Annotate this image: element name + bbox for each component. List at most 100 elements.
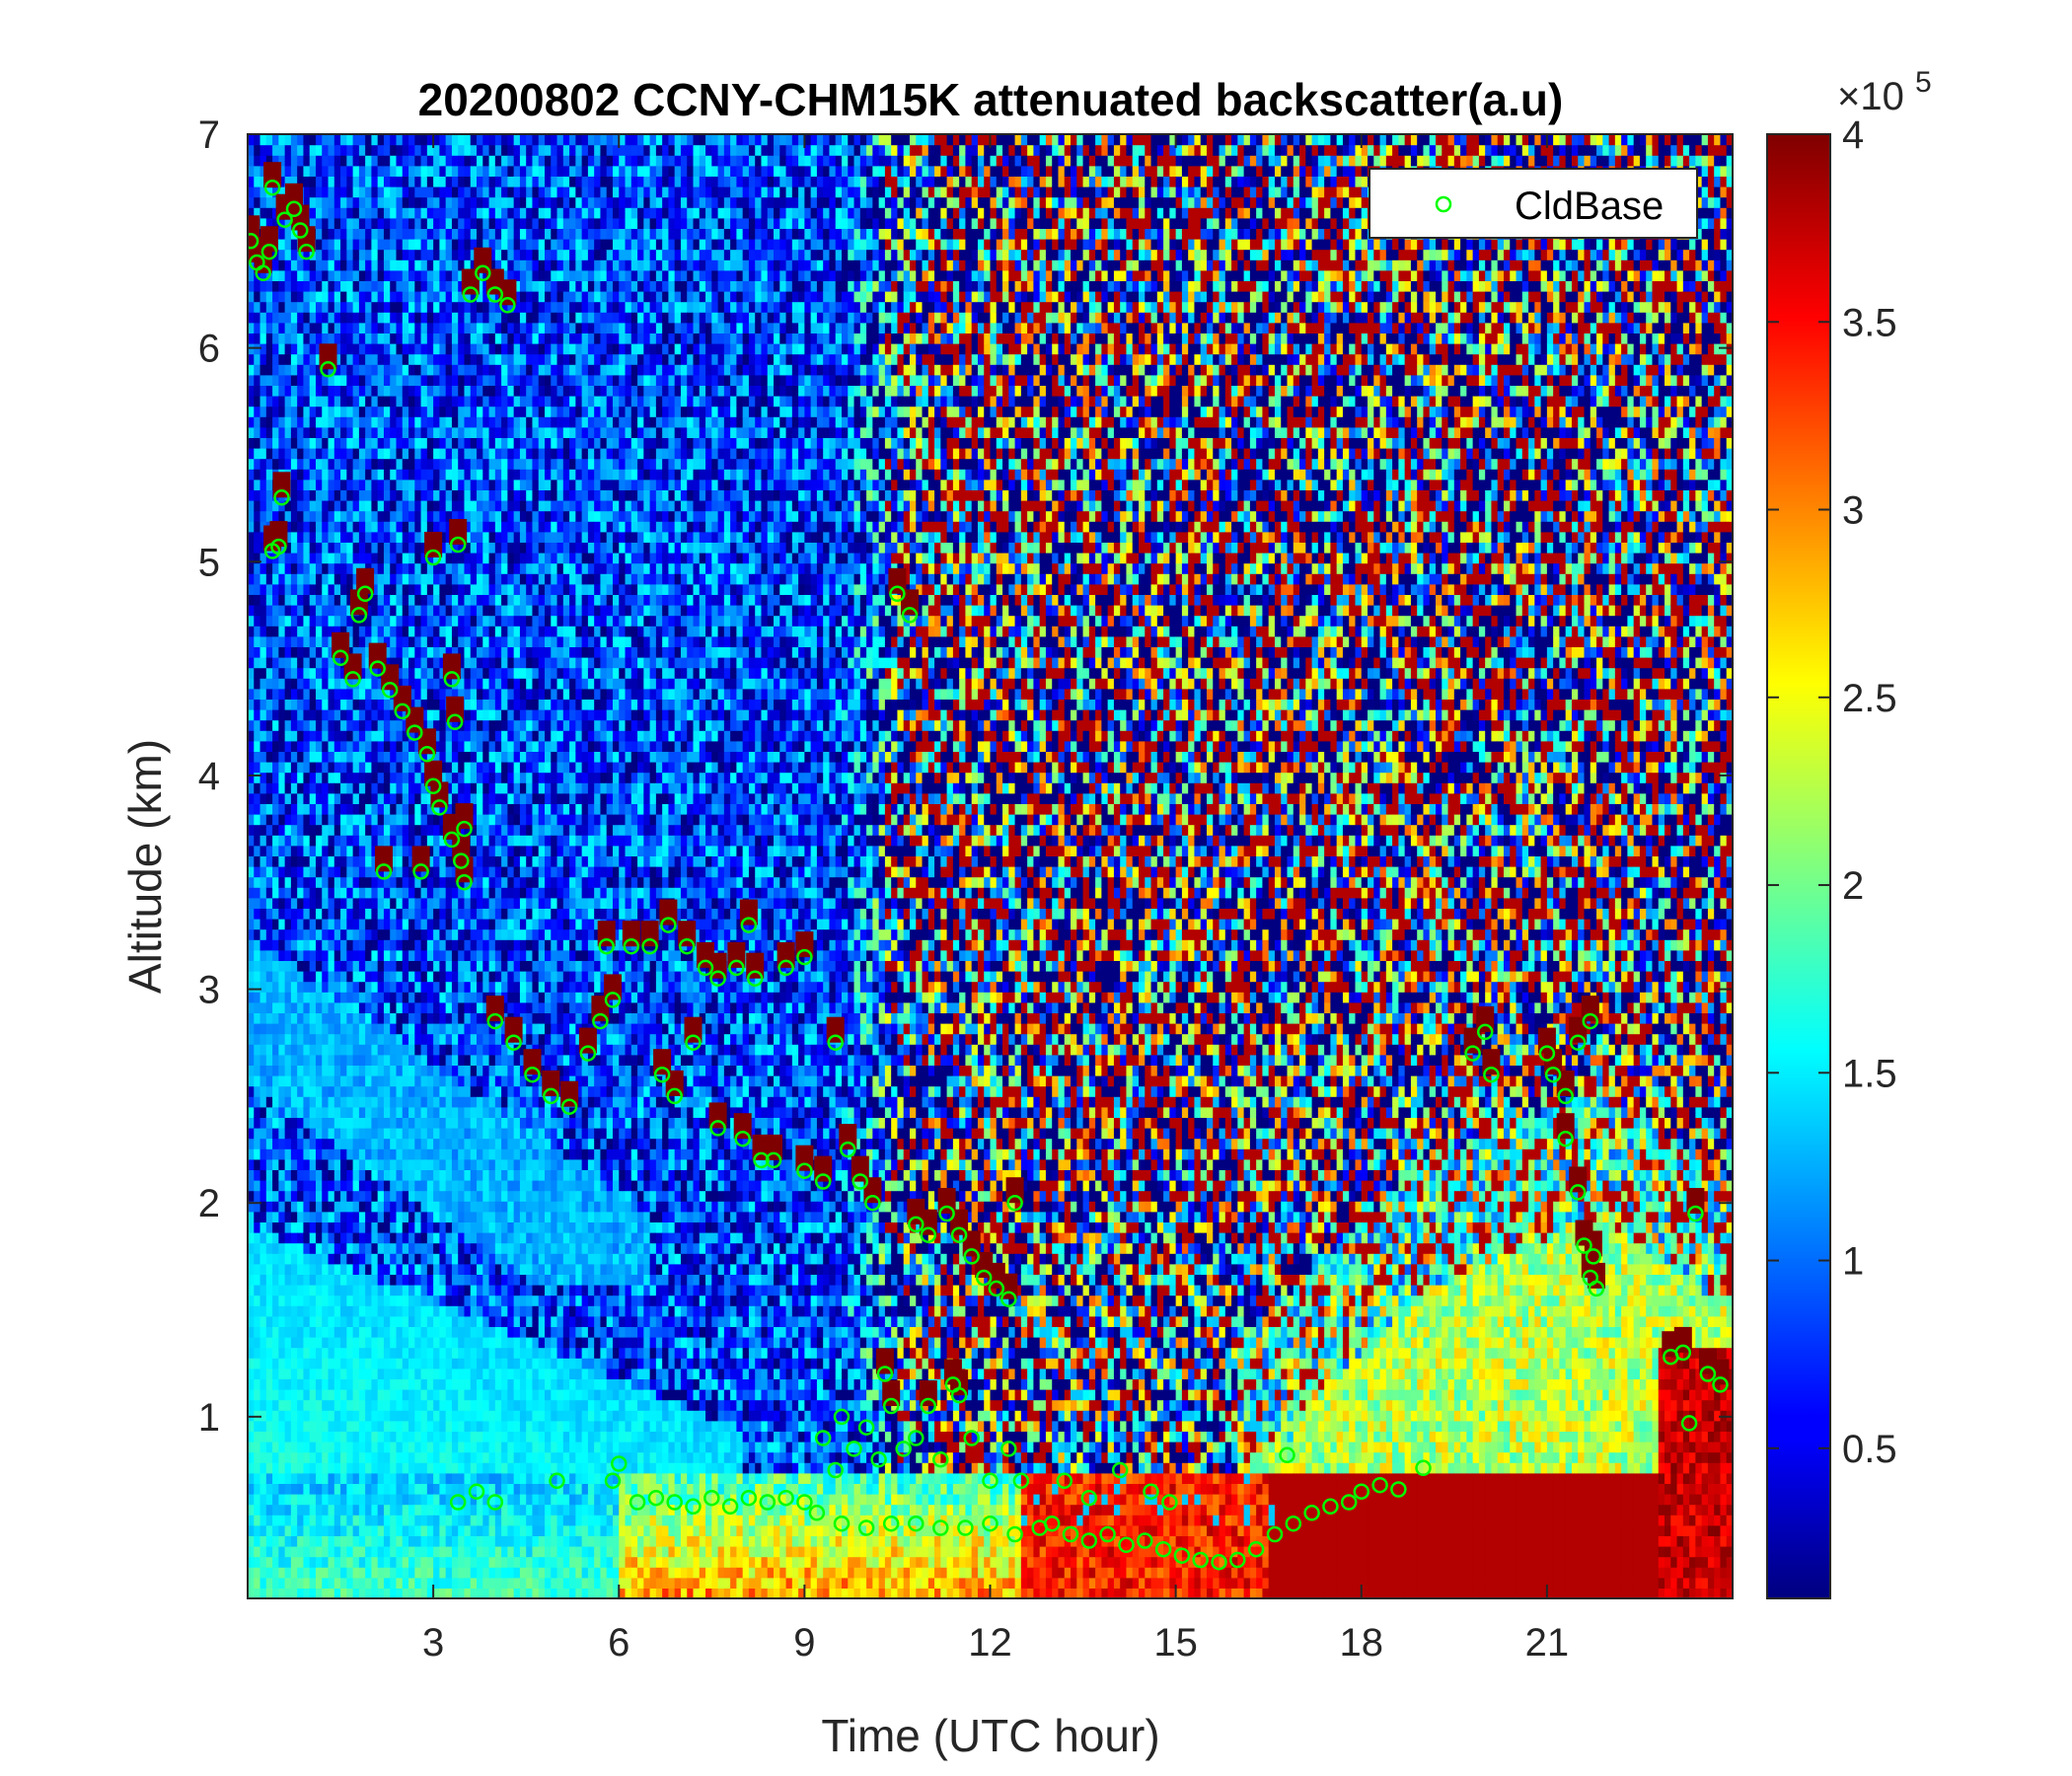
heatmap-cell — [315, 207, 323, 219]
heatmap-cell — [322, 542, 330, 554]
heatmap-cell — [284, 249, 292, 260]
heatmap-cell — [346, 688, 354, 700]
heatmap-cell — [278, 772, 286, 783]
heatmap-cell — [358, 186, 366, 198]
heatmap-cell — [284, 992, 292, 1003]
heatmap-cell — [309, 1054, 317, 1066]
heatmap-cell — [371, 406, 379, 417]
heatmap-cell — [365, 1232, 373, 1244]
heatmap-cell — [433, 835, 440, 847]
heatmap-cell — [290, 1483, 298, 1495]
heatmap-cell — [265, 1524, 273, 1536]
heatmap-cell — [458, 217, 466, 229]
heatmap-cell — [297, 667, 305, 679]
heatmap-cell — [408, 730, 415, 742]
heatmap-cell — [259, 165, 267, 177]
heatmap-cell — [408, 855, 415, 867]
heatmap-cell — [358, 416, 366, 428]
heatmap-cell — [420, 1504, 428, 1516]
heatmap-cell — [408, 1221, 415, 1233]
heatmap-cell — [458, 1442, 466, 1453]
heatmap-cell — [439, 876, 447, 888]
heatmap-cell — [315, 1012, 323, 1024]
heatmap-cell — [297, 1378, 305, 1390]
heatmap-cell — [328, 719, 335, 731]
heatmap-cell — [383, 792, 391, 804]
heatmap-cell — [420, 814, 428, 826]
heatmap-cell — [371, 426, 379, 438]
heatmap-cell — [284, 448, 292, 460]
heatmap-cell — [433, 1305, 440, 1317]
heatmap-cell — [408, 1242, 415, 1254]
heatmap-cell — [390, 437, 398, 449]
heatmap-cell — [315, 1556, 323, 1568]
heatmap-cell — [365, 1065, 373, 1076]
heatmap-cell — [297, 594, 305, 606]
heatmap-cell — [322, 626, 330, 637]
heatmap-cell — [309, 626, 317, 637]
heatmap-cell — [346, 1567, 354, 1579]
heatmap-cell — [408, 1023, 415, 1035]
heatmap-cell — [284, 343, 292, 355]
heatmap-cell — [272, 1410, 279, 1422]
heatmap-cell — [358, 667, 366, 679]
heatmap-cell — [259, 719, 267, 731]
heatmap-cell — [309, 291, 317, 303]
heatmap-cell — [278, 312, 286, 324]
heatmap-cell — [433, 594, 440, 606]
heatmap-cell — [433, 280, 440, 292]
heatmap-cell — [322, 751, 330, 763]
heatmap-cell — [451, 960, 459, 972]
heatmap-cell — [346, 960, 354, 972]
heatmap-cell — [297, 479, 305, 490]
heatmap-cell — [464, 1577, 472, 1589]
heatmap-cell — [265, 1012, 273, 1024]
heatmap-cell — [445, 762, 453, 774]
heatmap-cell — [420, 385, 428, 397]
heatmap-cell — [396, 469, 404, 481]
heatmap-cell — [433, 876, 440, 888]
heatmap-cell — [297, 343, 305, 355]
heatmap-cell — [445, 740, 453, 752]
heatmap-cell — [328, 688, 335, 700]
heatmap-cell — [439, 615, 447, 627]
heatmap-cell — [333, 887, 341, 899]
heatmap-cell — [322, 772, 330, 783]
heatmap-cell — [303, 762, 311, 774]
heatmap-cell — [254, 709, 261, 721]
heatmap-cell — [290, 1274, 298, 1286]
heatmap-cell — [402, 553, 409, 564]
heatmap-cell — [254, 1378, 261, 1390]
heatmap-cell — [402, 1451, 409, 1463]
heatmap-cell — [265, 1358, 273, 1369]
heatmap-cell — [284, 1065, 292, 1076]
heatmap-cell — [333, 1065, 341, 1076]
heatmap-cell — [420, 1546, 428, 1558]
heatmap-cell — [346, 510, 354, 522]
heatmap-cell — [383, 1410, 391, 1422]
heatmap-cell — [365, 678, 373, 690]
heatmap-cell — [254, 562, 261, 574]
heatmap-cell — [414, 981, 422, 993]
heatmap-cell — [290, 1012, 298, 1024]
heatmap-cell — [408, 657, 415, 669]
heatmap-cell — [371, 1472, 379, 1484]
heatmap-cell — [433, 1263, 440, 1275]
heatmap-cell — [414, 312, 422, 324]
heatmap-cell — [408, 594, 415, 606]
heatmap-cell — [265, 1211, 273, 1222]
heatmap-cell — [272, 928, 279, 940]
heatmap-cell — [328, 228, 335, 240]
heatmap-cell — [408, 510, 415, 522]
heatmap-cell — [248, 448, 255, 460]
heatmap-cell — [328, 249, 335, 260]
heatmap-cell — [322, 1368, 330, 1379]
heatmap-cell — [414, 259, 422, 271]
heatmap-cell — [265, 1128, 273, 1140]
heatmap-cell — [408, 835, 415, 847]
heatmap-cell — [309, 1358, 317, 1369]
heatmap-cell — [414, 134, 422, 146]
heatmap-cell — [328, 1337, 335, 1349]
heatmap-cell — [346, 1211, 354, 1222]
heatmap-cell — [284, 1138, 292, 1149]
